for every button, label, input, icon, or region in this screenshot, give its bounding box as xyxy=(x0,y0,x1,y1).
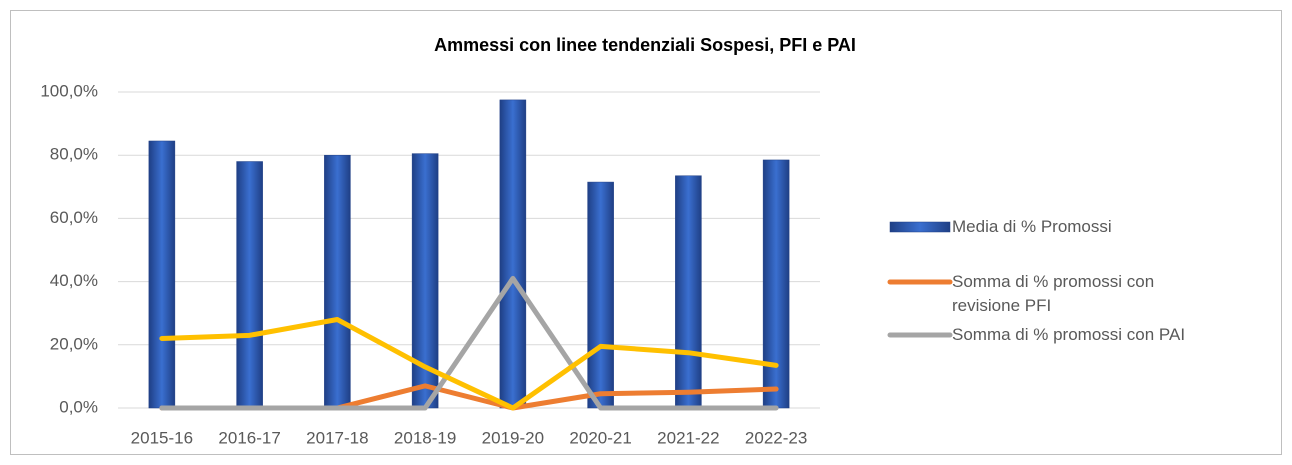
line-series xyxy=(159,317,779,411)
chart-title: Ammessi con linee tendenziali Sospesi, P… xyxy=(434,35,856,55)
bar xyxy=(236,161,263,409)
bar xyxy=(148,140,176,409)
line-series xyxy=(159,275,779,411)
legend-swatch xyxy=(889,221,951,233)
x-tick-label: 2018-19 xyxy=(394,428,456,447)
chart-border xyxy=(10,10,1282,455)
y-tick-label: 60,0% xyxy=(50,208,98,227)
legend-label: Somma di % promossi con PAI xyxy=(952,325,1186,344)
y-tick-label: 80,0% xyxy=(50,145,98,164)
bar xyxy=(675,175,702,409)
bar xyxy=(587,181,614,409)
x-tick-label: 2019-20 xyxy=(482,428,544,447)
bar xyxy=(762,159,790,409)
y-tick-label: 20,0% xyxy=(50,334,98,353)
y-tick-label: 0,0% xyxy=(59,397,98,416)
x-tick-label: 2020-21 xyxy=(569,428,631,447)
y-tick-label: 100,0% xyxy=(40,81,98,100)
x-tick-label: 2015-16 xyxy=(131,428,193,447)
legend-label: Somma di % promossi con revisione PFI xyxy=(952,272,1155,315)
x-tick-label: 2017-18 xyxy=(306,428,368,447)
bar xyxy=(499,99,527,409)
x-tick-label: 2022-23 xyxy=(745,428,807,447)
bar xyxy=(324,154,351,409)
x-tick-label: 2021-22 xyxy=(657,428,719,447)
x-tick-label: 2016-17 xyxy=(218,428,280,447)
y-tick-label: 40,0% xyxy=(50,271,98,290)
legend-label: Media di % Promossi xyxy=(952,217,1112,236)
